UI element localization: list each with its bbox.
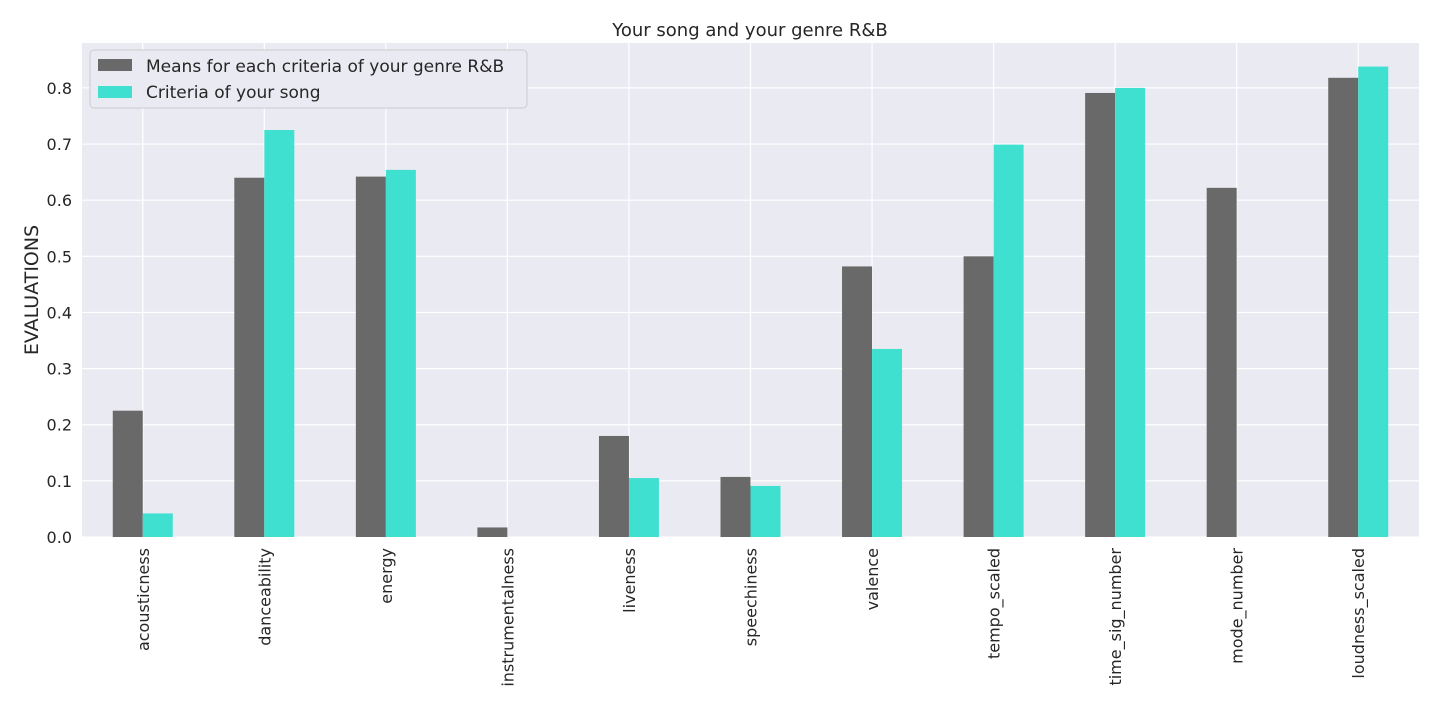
- bar-genre-mean-acousticness: [112, 410, 143, 537]
- bar-genre-mean-tempo-scaled: [963, 256, 994, 537]
- x-tick-label-speechiness: speechiness: [742, 548, 761, 646]
- y-tick-labels: 0.0 0.1 0.2 0.3 0.4 0.5 0.6 0.7 0.8: [47, 79, 72, 547]
- y-axis-label: EVALUATIONS: [21, 225, 43, 355]
- bar-your-song-time-sig-number: [1115, 87, 1146, 537]
- x-tick-label-valence: valence: [863, 548, 882, 610]
- x-tick-label-acousticness: acousticness: [134, 548, 153, 651]
- bar-genre-mean-loudness-scaled: [1328, 77, 1359, 538]
- x-tick-label-mode-number: mode_number: [1228, 548, 1248, 664]
- bar-genre-mean-valence: [842, 266, 873, 537]
- bar-your-song-acousticness: [142, 513, 173, 537]
- bar-your-song-energy: [385, 169, 416, 538]
- bar-genre-mean-liveness: [598, 435, 629, 537]
- bar-your-song-speechiness: [750, 485, 781, 537]
- legend-frame: [89, 49, 528, 109]
- bar-your-song-valence: [872, 348, 903, 537]
- x-tick-label-energy: energy: [377, 548, 396, 604]
- x-tick-labels: acousticness danceability energy instrument…: [134, 548, 1369, 687]
- y-tick-label: 0.6: [47, 191, 72, 210]
- bar-genre-mean-mode-number: [1206, 187, 1237, 537]
- x-tick-label-loudness-scaled: loudness_scaled: [1349, 548, 1369, 679]
- y-tick-label: 0.4: [47, 303, 72, 322]
- bar-your-song-danceability: [264, 130, 295, 538]
- x-tick-label-time-sig-number: time_sig_number: [1106, 548, 1126, 686]
- legend: Means for each criteria of your genre R&…: [89, 49, 528, 109]
- y-tick-label: 0.5: [47, 247, 72, 266]
- y-tick-label: 0.8: [47, 79, 72, 98]
- x-tick-label-instrumentalness: instrumentalness: [498, 548, 517, 687]
- legend-swatch-your-song: [98, 86, 132, 98]
- y-tick-label: 0.2: [47, 416, 72, 435]
- bar-genre-mean-speechiness: [720, 476, 751, 537]
- y-tick-label: 0.0: [47, 528, 72, 547]
- y-tick-label: 0.7: [47, 135, 72, 154]
- bar-genre-mean-energy: [355, 176, 386, 537]
- x-tick-label-liveness: liveness: [620, 548, 639, 613]
- bar-genre-mean-instrumentalness: [477, 527, 508, 537]
- bar-genre-mean-danceability: [234, 177, 265, 537]
- x-tick-label-danceability: danceability: [255, 548, 274, 646]
- bar-your-song-loudness-scaled: [1358, 66, 1389, 537]
- chart-title: Your song and your genre R&B: [611, 20, 887, 41]
- bar-your-song-liveness: [628, 478, 659, 537]
- x-tick-label-tempo-scaled: tempo_scaled: [985, 548, 1005, 659]
- bar-genre-mean-time-sig-number: [1085, 92, 1116, 537]
- legend-entry-genre-means: Means for each criteria of your genre R&…: [146, 57, 504, 77]
- legend-swatch-genre-means: [98, 59, 132, 71]
- y-tick-label: 0.3: [47, 360, 72, 379]
- legend-entry-your-song: Criteria of your song: [146, 83, 320, 103]
- bar-your-song-tempo-scaled: [993, 144, 1024, 537]
- y-tick-label: 0.1: [47, 472, 72, 491]
- bars: [112, 66, 1389, 538]
